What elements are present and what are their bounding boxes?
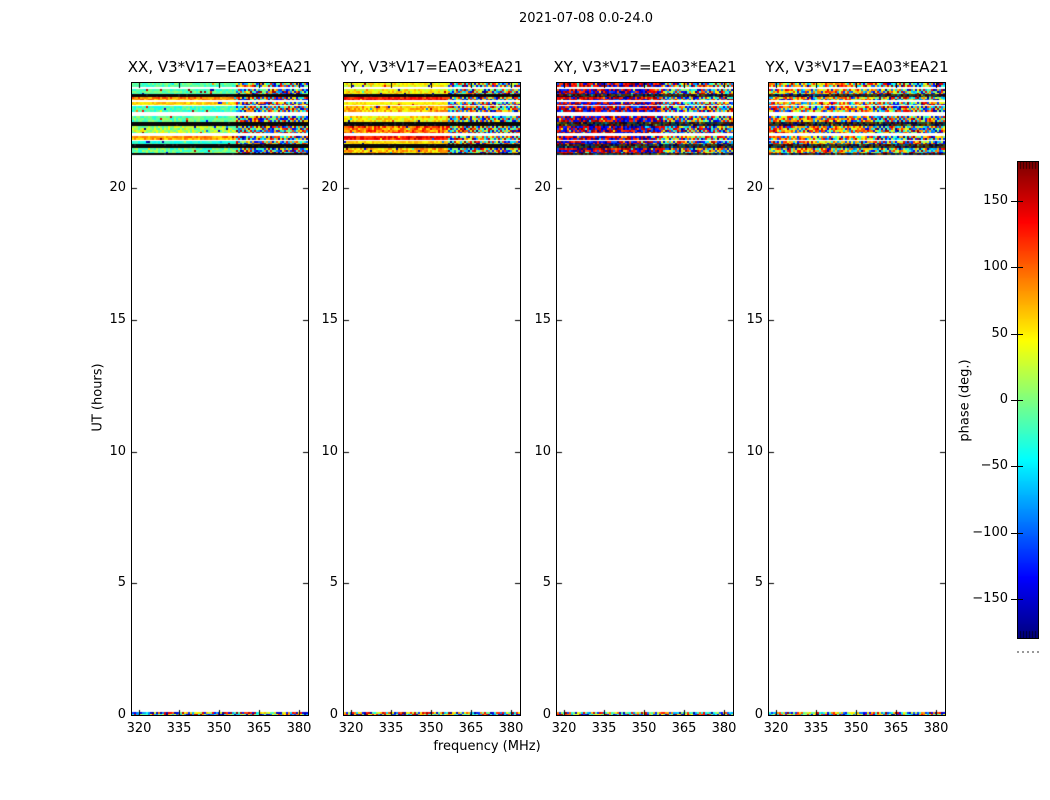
y-tick-label: 10 bbox=[109, 443, 126, 459]
x-tick-label: 365 bbox=[458, 721, 484, 736]
y-tick-label: 5 bbox=[117, 575, 126, 591]
y-tick-label: 0 bbox=[329, 707, 338, 722]
y-tick-label: 10 bbox=[746, 443, 763, 459]
x-tick-label: 350 bbox=[631, 721, 657, 736]
y-tick-label: 0 bbox=[117, 707, 126, 722]
colorbar-tick-label: 0 bbox=[999, 392, 1008, 407]
colorbar-gradient-canvas bbox=[1018, 162, 1038, 638]
x-tick-label: 365 bbox=[883, 721, 909, 736]
panel-yy bbox=[343, 82, 521, 716]
y-axis-label: UT (hours) bbox=[90, 363, 106, 432]
x-tick-label: 335 bbox=[591, 721, 617, 736]
colorbar-tick-label: −50 bbox=[980, 458, 1008, 473]
x-tick-label: 380 bbox=[498, 721, 524, 736]
y-tick-label: 5 bbox=[542, 575, 551, 591]
colorbar-tick bbox=[1011, 334, 1023, 335]
panel-title-xx: XX, V3*V17=EA03*EA21 bbox=[127, 58, 313, 76]
panel-title-yy: YY, V3*V17=EA03*EA21 bbox=[340, 58, 524, 76]
colorbar-tick-label: −100 bbox=[972, 525, 1008, 540]
y-tick-label: 5 bbox=[754, 575, 763, 591]
colorbar-tick bbox=[1011, 201, 1023, 202]
x-tick-label: 335 bbox=[166, 721, 192, 736]
y-tick-label: 15 bbox=[534, 312, 551, 327]
colorbar-tick-label: 100 bbox=[983, 259, 1008, 274]
x-tick-label: 350 bbox=[418, 721, 444, 736]
y-tick-label: 20 bbox=[746, 180, 763, 196]
x-tick-label: 380 bbox=[286, 721, 312, 736]
colorbar-tick bbox=[1011, 400, 1023, 401]
x-tick-label: 320 bbox=[763, 721, 789, 736]
x-tick-label: 350 bbox=[206, 721, 232, 736]
y-tick-label: 10 bbox=[321, 443, 338, 459]
x-tick-label: 320 bbox=[126, 721, 152, 736]
panel-xy bbox=[556, 82, 734, 716]
colorbar-tick bbox=[1011, 466, 1023, 467]
y-tick-label: 20 bbox=[321, 180, 338, 196]
x-tick-label: 320 bbox=[338, 721, 364, 736]
x-tick-label: 365 bbox=[671, 721, 697, 736]
y-tick-label: 10 bbox=[534, 443, 551, 459]
heatmap-canvas-xy bbox=[557, 83, 733, 715]
y-tick-label: 15 bbox=[321, 312, 338, 327]
x-tick-label: 380 bbox=[711, 721, 737, 736]
panel-title-xy: XY, V3*V17=EA03*EA21 bbox=[553, 58, 737, 76]
x-tick-label: 335 bbox=[803, 721, 829, 736]
y-tick-label: 15 bbox=[746, 312, 763, 327]
heatmap-canvas-yy bbox=[344, 83, 520, 715]
colorbar-end-dots bbox=[1017, 651, 1039, 653]
panel-yx bbox=[768, 82, 946, 716]
colorbar-tick bbox=[1011, 267, 1023, 268]
x-axis-label: frequency (MHz) bbox=[433, 739, 541, 754]
heatmap-canvas-yx bbox=[769, 83, 945, 715]
colorbar-tick-label: 50 bbox=[991, 326, 1008, 341]
x-tick-label: 380 bbox=[923, 721, 949, 736]
x-tick-label: 320 bbox=[551, 721, 577, 736]
panel-xx bbox=[131, 82, 309, 716]
x-tick-label: 365 bbox=[246, 721, 272, 736]
heatmap-canvas-xx bbox=[132, 83, 308, 715]
y-tick-label: 0 bbox=[542, 707, 551, 722]
panel-title-yx: YX, V3*V17=EA03*EA21 bbox=[765, 58, 949, 76]
colorbar-tick bbox=[1011, 599, 1023, 600]
x-tick-label: 335 bbox=[378, 721, 404, 736]
figure-title: 2021-07-08 0.0-24.0 bbox=[519, 11, 653, 26]
x-tick-label: 350 bbox=[843, 721, 869, 736]
colorbar-tick-label: 150 bbox=[983, 193, 1008, 208]
colorbar-tick-label: −150 bbox=[972, 591, 1008, 606]
colorbar-tick bbox=[1011, 533, 1023, 534]
y-tick-label: 20 bbox=[534, 180, 551, 196]
y-tick-label: 5 bbox=[329, 575, 338, 591]
y-tick-label: 15 bbox=[109, 312, 126, 327]
y-tick-label: 0 bbox=[754, 707, 763, 722]
y-tick-label: 20 bbox=[109, 180, 126, 196]
